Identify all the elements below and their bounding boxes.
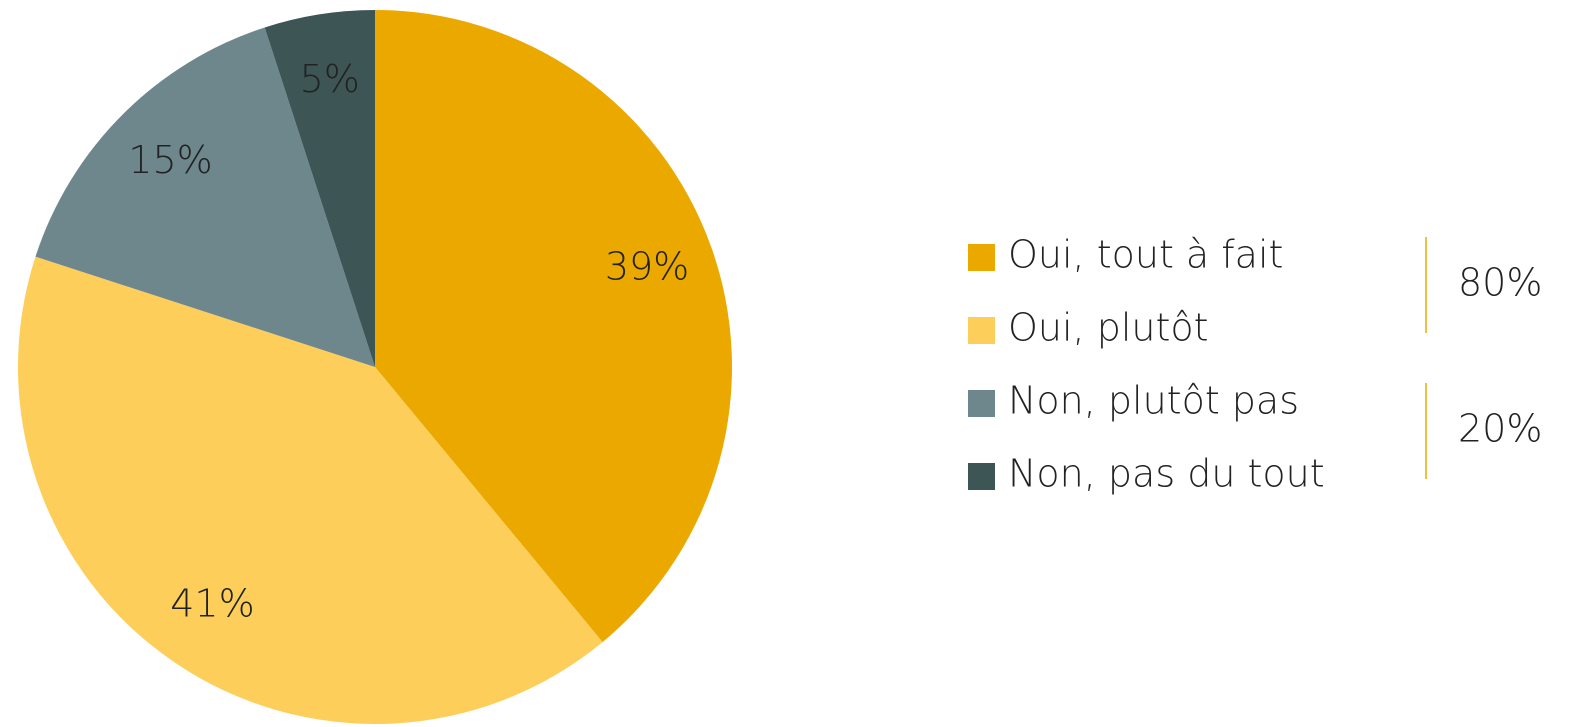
data-label: 41% bbox=[170, 582, 254, 626]
data-label: 15% bbox=[128, 138, 212, 182]
group-total: 80% bbox=[1458, 261, 1542, 305]
legend-label: Non, pas du tout bbox=[1008, 452, 1325, 496]
pie-slice bbox=[264, 10, 375, 367]
legend-swatch bbox=[968, 317, 995, 344]
legend-label: Non, plutôt pas bbox=[1008, 379, 1299, 423]
pie-slice bbox=[18, 256, 603, 724]
group-total: 20% bbox=[1458, 407, 1542, 451]
pie-slice bbox=[375, 10, 732, 643]
pie-slice bbox=[35, 27, 375, 367]
legend-swatch bbox=[968, 244, 995, 271]
data-label: 5% bbox=[300, 57, 360, 101]
data-label: 39% bbox=[605, 245, 689, 289]
legend-swatch bbox=[968, 390, 995, 417]
legend-label: Oui, plutôt bbox=[1008, 306, 1209, 350]
legend-swatch bbox=[968, 463, 995, 490]
legend-label: Oui, tout à fait bbox=[1008, 233, 1283, 277]
